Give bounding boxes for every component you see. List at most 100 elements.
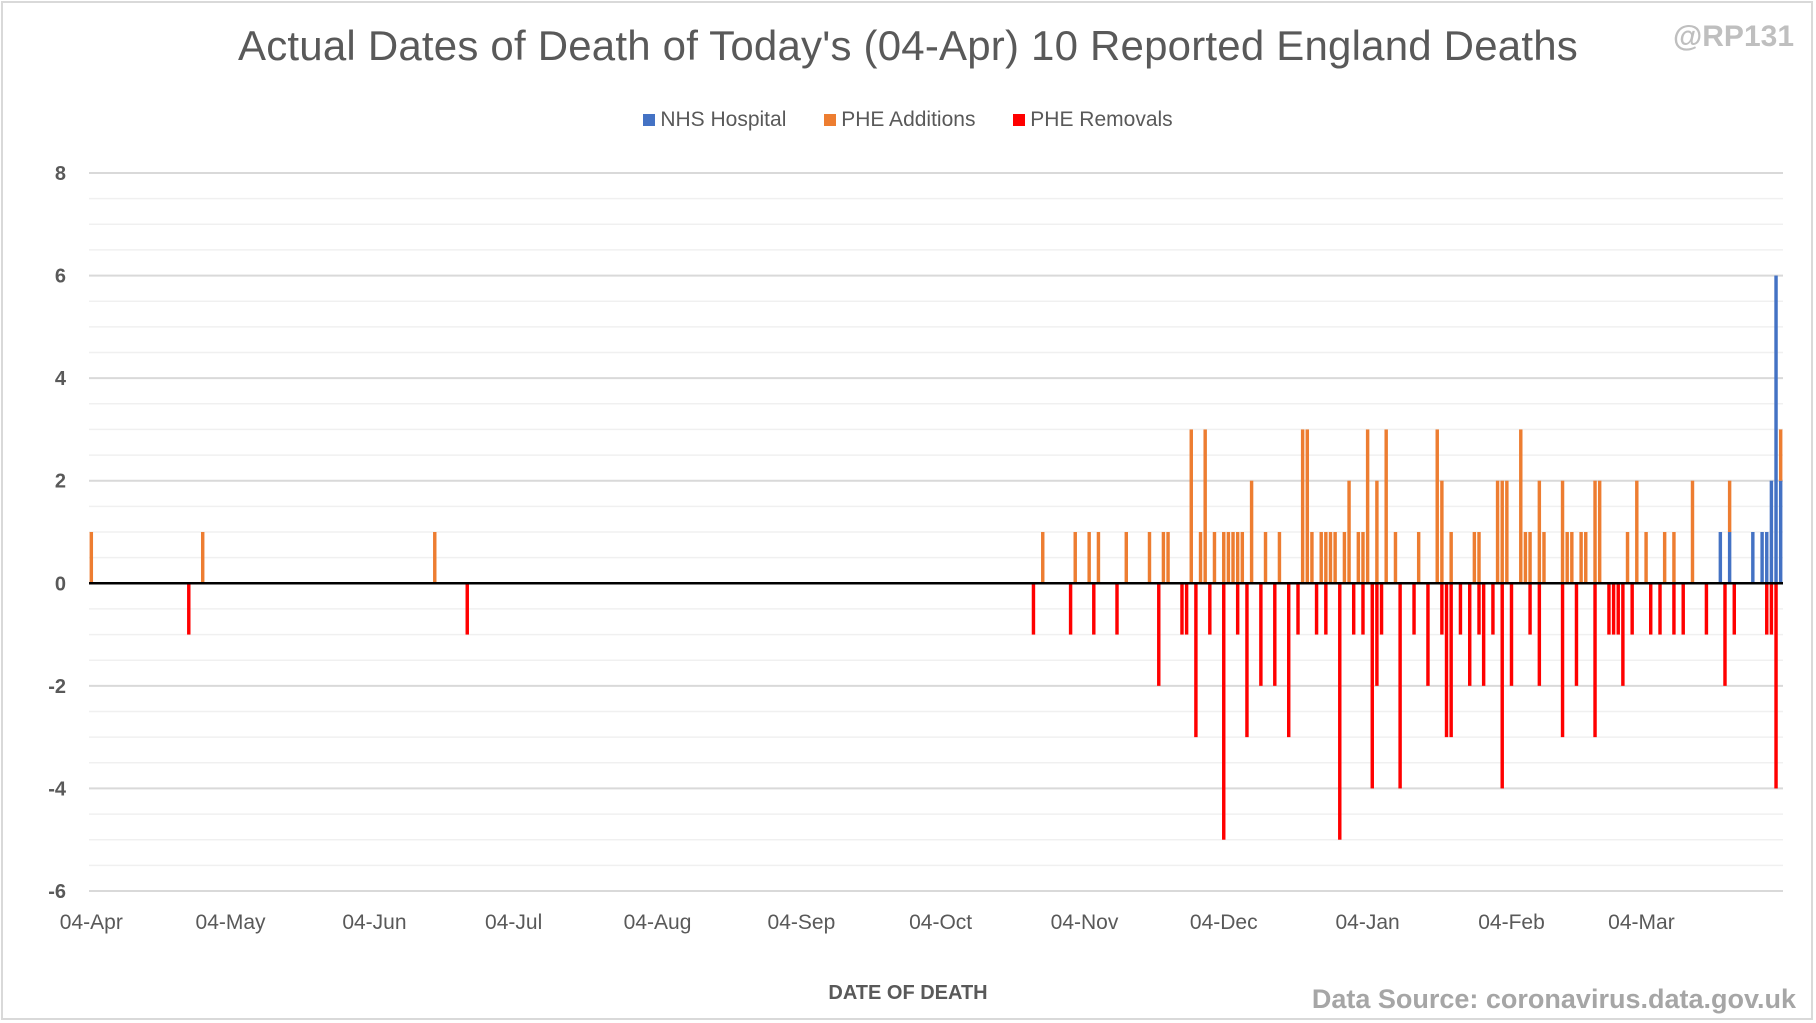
bar-phe-removals bbox=[1235, 583, 1240, 635]
bar-phe-additions bbox=[1231, 532, 1235, 584]
bar-nhs-hospital bbox=[1769, 480, 1774, 584]
bar-phe-removals bbox=[1379, 583, 1384, 635]
bar-phe-additions bbox=[1203, 429, 1207, 584]
y-tick-label: -6 bbox=[48, 881, 66, 903]
bar-phe-removals bbox=[1704, 583, 1709, 635]
bar-phe-removals bbox=[1115, 583, 1119, 635]
y-tick-label: 4 bbox=[55, 368, 67, 390]
x-tick-label: 04-Aug bbox=[624, 911, 692, 934]
bar-phe-additions bbox=[1240, 532, 1245, 584]
bar-phe-removals bbox=[1296, 583, 1300, 635]
bar-phe-removals bbox=[1184, 583, 1189, 635]
bar-phe-additions bbox=[89, 532, 94, 584]
bar-phe-additions bbox=[1500, 480, 1504, 584]
bar-phe-removals bbox=[1180, 583, 1184, 635]
bar-phe-additions bbox=[1300, 429, 1305, 584]
bar-phe-removals bbox=[1351, 583, 1356, 635]
bar-nhs-hospital bbox=[1760, 532, 1764, 584]
x-tick-label: 04-Sep bbox=[768, 911, 836, 934]
bar-phe-additions bbox=[1560, 480, 1565, 584]
bar-phe-additions bbox=[1375, 480, 1379, 584]
bar-phe-removals bbox=[1500, 583, 1504, 789]
bar-phe-additions bbox=[1472, 532, 1477, 584]
bar-phe-additions bbox=[433, 532, 437, 584]
bar-phe-additions bbox=[1579, 532, 1583, 584]
bar-phe-additions bbox=[1593, 480, 1597, 584]
bar-phe-additions bbox=[1416, 532, 1421, 584]
bar-phe-removals bbox=[1658, 583, 1662, 635]
legend-item-phe-additions[interactable]: PHE Additions bbox=[824, 108, 975, 132]
bar-phe-additions bbox=[1249, 480, 1254, 584]
bar-phe-additions bbox=[1189, 429, 1193, 584]
data-source: Data Source: coronavirus.data.gov.uk bbox=[1311, 984, 1796, 1014]
bar-phe-removals bbox=[465, 583, 469, 635]
bar-phe-additions bbox=[1662, 532, 1667, 584]
bar-phe-additions bbox=[1342, 532, 1347, 584]
bar-phe-removals bbox=[1621, 583, 1625, 686]
legend-item-nhs-hospital[interactable]: NHS Hospital bbox=[643, 108, 786, 132]
bar-phe-additions bbox=[1087, 532, 1091, 584]
bar-phe-removals bbox=[1222, 583, 1226, 840]
bar-phe-removals bbox=[1324, 583, 1328, 635]
bar-phe-removals bbox=[1528, 583, 1532, 635]
bar-phe-additions bbox=[1690, 480, 1695, 584]
bar-phe-removals bbox=[1449, 583, 1453, 738]
x-tick-label: 04-Jun bbox=[342, 911, 406, 934]
bar-phe-additions bbox=[1393, 532, 1398, 584]
bar-phe-additions bbox=[1356, 532, 1361, 584]
bar-phe-removals bbox=[1092, 583, 1096, 635]
bar-phe-additions bbox=[1198, 532, 1203, 584]
bar-phe-additions bbox=[1778, 429, 1783, 481]
bar-phe-additions bbox=[1477, 532, 1481, 584]
bar-phe-removals bbox=[1774, 583, 1778, 789]
bar-phe-removals bbox=[1481, 583, 1486, 686]
y-tick-label: -4 bbox=[48, 778, 67, 800]
bar-phe-additions bbox=[1523, 532, 1528, 584]
y-axis-ticks: 8 6 4 2 0 -2 -4 -6 bbox=[48, 163, 67, 903]
x-tick-label: 04-May bbox=[196, 911, 267, 934]
bar-phe-additions bbox=[1449, 532, 1453, 584]
legend-swatch-phe-additions bbox=[824, 114, 837, 126]
bar-phe-removals bbox=[1287, 583, 1291, 738]
bar-phe-additions bbox=[1347, 480, 1351, 584]
bar-phe-additions bbox=[1365, 429, 1370, 584]
bar-phe-additions bbox=[1226, 532, 1231, 584]
bar-phe-removals bbox=[1208, 583, 1212, 635]
x-tick-label: 04-Feb bbox=[1478, 911, 1545, 934]
bar-phe-additions bbox=[1124, 532, 1129, 584]
legend-item-phe-removals[interactable]: PHE Removals bbox=[1013, 108, 1173, 132]
bar-phe-additions bbox=[1147, 532, 1152, 584]
bar-phe-additions bbox=[1166, 532, 1170, 584]
bar-phe-additions bbox=[1096, 532, 1101, 584]
bar-phe-additions bbox=[1597, 480, 1602, 584]
bar-phe-removals bbox=[1509, 583, 1514, 686]
bar-phe-removals bbox=[1412, 583, 1416, 635]
bar-phe-additions bbox=[1495, 480, 1500, 584]
bar-phe-additions bbox=[1361, 532, 1365, 584]
y-tick-label: 0 bbox=[55, 573, 66, 595]
bar-nhs-hospital bbox=[1774, 275, 1778, 584]
bar-phe-additions bbox=[1644, 532, 1648, 584]
bar-phe-additions bbox=[1440, 480, 1444, 584]
bar-phe-additions bbox=[1635, 480, 1639, 584]
bar-phe-additions bbox=[1305, 429, 1310, 584]
bar-phe-additions bbox=[1384, 429, 1388, 584]
bar-phe-removals bbox=[1370, 583, 1374, 789]
bar-phe-additions bbox=[1565, 532, 1569, 584]
bar-phe-removals bbox=[1672, 583, 1676, 635]
bar-phe-additions bbox=[1505, 480, 1509, 584]
bar-phe-removals bbox=[1375, 583, 1379, 686]
bar-phe-additions bbox=[1542, 532, 1546, 584]
bar-phe-additions bbox=[1672, 532, 1676, 584]
bar-phe-removals bbox=[1477, 583, 1481, 635]
bar-phe-removals bbox=[1593, 583, 1597, 738]
bar-phe-additions bbox=[1277, 532, 1282, 584]
bar-phe-removals bbox=[1649, 583, 1653, 635]
bar-phe-removals bbox=[1426, 583, 1430, 686]
bar-phe-removals bbox=[1732, 583, 1736, 635]
bar-nhs-hospital bbox=[1718, 532, 1723, 584]
bar-phe-additions bbox=[1528, 532, 1532, 584]
bar-nhs-hospital bbox=[1765, 532, 1769, 584]
bar-phe-removals bbox=[1194, 583, 1198, 738]
